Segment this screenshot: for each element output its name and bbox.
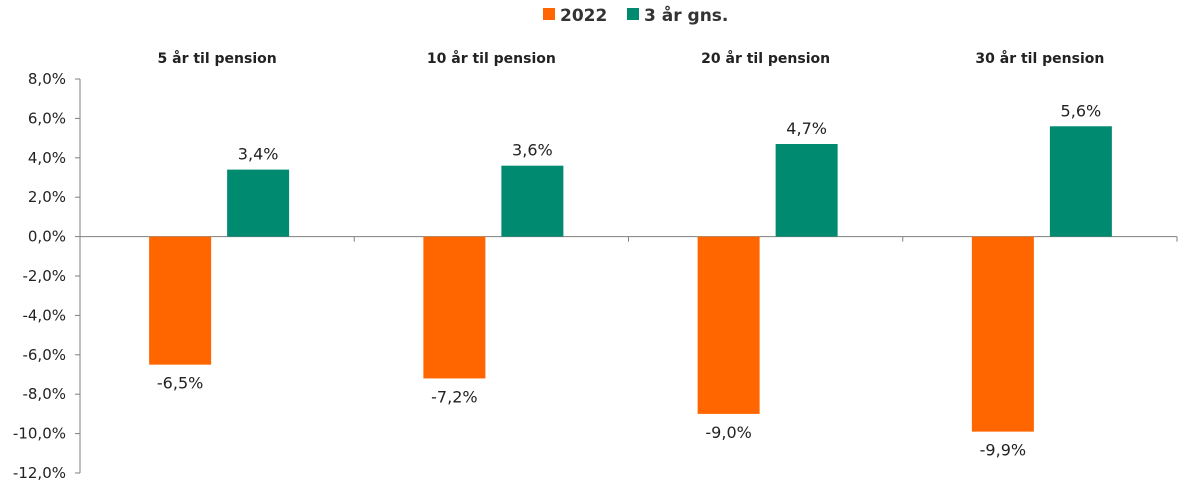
legend-label-1: 2022 xyxy=(560,6,607,26)
legend-swatch-2 xyxy=(627,8,639,20)
category-label-4: 30 år til pension xyxy=(975,50,1104,67)
category-label-3: 20 år til pension xyxy=(701,50,830,67)
bars xyxy=(149,126,1112,432)
bar-3yr-avg-1 xyxy=(227,169,290,237)
y-tick-label: -12,0% xyxy=(13,464,66,482)
bar-2022-1 xyxy=(149,236,212,365)
data-label-3yr-avg-4: 5,6% xyxy=(1061,101,1102,120)
y-tick-label: 4,0% xyxy=(28,149,66,167)
legend-swatch-1 xyxy=(543,8,555,20)
y-tick-label: -2,0% xyxy=(22,267,66,285)
data-label-2022-1: -6,5% xyxy=(157,374,203,393)
legend: 2022 3 år gns. xyxy=(543,4,728,26)
bar-2022-4 xyxy=(971,236,1034,432)
y-tick-label: 0,0% xyxy=(28,228,66,246)
bar-3yr-avg-3 xyxy=(775,144,838,237)
y-axis: 8,0% 6,0% 4,0% 2,0% 0,0% -2,0% -4,0% -6,0% -8,0%… xyxy=(13,70,81,482)
bar-3yr-avg-4 xyxy=(1049,126,1112,237)
data-label-2022-2: -7,2% xyxy=(431,387,477,406)
y-tick-label: -4,0% xyxy=(22,306,66,324)
legend-label-2: 3 år gns. xyxy=(644,4,728,26)
y-tick-label: -10,0% xyxy=(13,425,66,443)
data-label-3yr-avg-2: 3,6% xyxy=(512,141,553,160)
data-label-2022-4: -9,9% xyxy=(980,441,1026,460)
data-label-3yr-avg-1: 3,4% xyxy=(238,145,279,164)
category-label-2: 10 år til pension xyxy=(427,50,556,67)
y-tick-label: -8,0% xyxy=(22,385,66,403)
bar-2022-2 xyxy=(423,236,486,379)
y-tick-label: 2,0% xyxy=(28,188,66,206)
y-tick-label: 8,0% xyxy=(28,70,66,88)
category-labels: 5 år til pension 10 år til pension 20 år t… xyxy=(158,50,1105,67)
y-tick-label: 6,0% xyxy=(28,109,66,127)
bar-3yr-avg-2 xyxy=(501,165,564,237)
y-tick-label: -6,0% xyxy=(22,346,66,364)
data-label-3yr-avg-3: 4,7% xyxy=(786,119,827,138)
data-label-2022-3: -9,0% xyxy=(705,423,751,442)
category-label-1: 5 år til pension xyxy=(158,50,277,67)
bar-2022-3 xyxy=(697,236,760,414)
data-labels: -6,5% 3,4% -7,2% 3,6% -9,0% 4,7% -9,9% 5,6% xyxy=(157,101,1101,459)
